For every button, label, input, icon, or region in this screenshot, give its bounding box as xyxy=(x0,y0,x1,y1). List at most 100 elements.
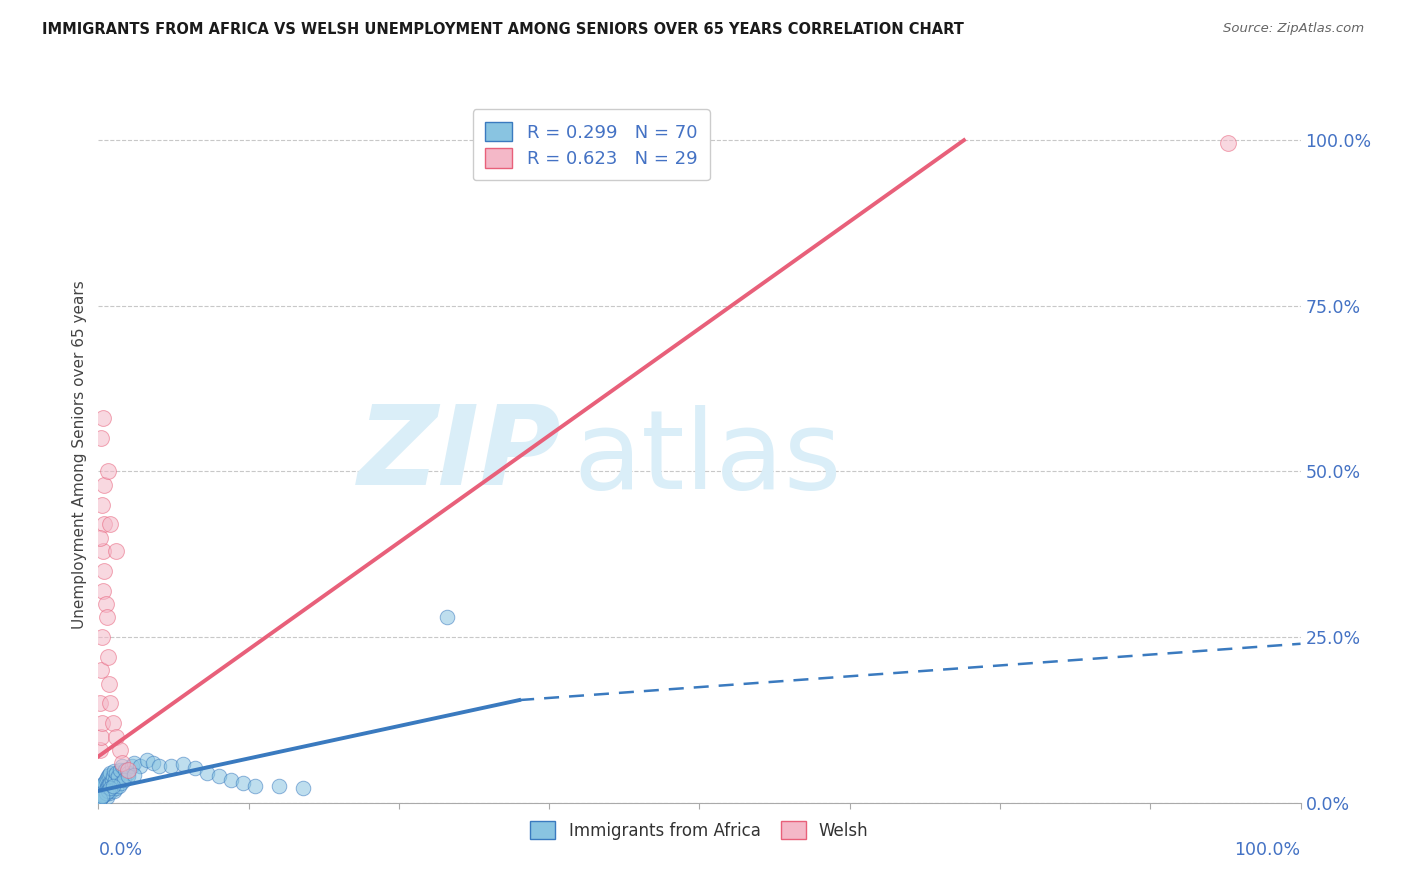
Text: 100.0%: 100.0% xyxy=(1234,841,1301,859)
Point xyxy=(141,756,163,770)
Point xyxy=(105,544,128,558)
Point xyxy=(159,759,181,773)
Point xyxy=(89,792,111,806)
Text: IMMIGRANTS FROM AFRICA VS WELSH UNEMPLOYMENT AMONG SENIORS OVER 65 YEARS CORRELA: IMMIGRANTS FROM AFRICA VS WELSH UNEMPLOY… xyxy=(42,22,965,37)
Point xyxy=(232,776,254,790)
Point xyxy=(93,788,115,802)
Point xyxy=(117,766,139,780)
Point xyxy=(93,784,115,798)
Point xyxy=(101,769,124,783)
Point xyxy=(124,768,146,782)
Point xyxy=(96,781,118,796)
Text: ZIP: ZIP xyxy=(357,401,561,508)
Point xyxy=(91,782,114,797)
Point xyxy=(105,766,128,780)
Point xyxy=(91,498,114,512)
Point xyxy=(91,716,114,731)
Point xyxy=(91,777,114,791)
Point xyxy=(96,610,118,624)
Point xyxy=(91,788,114,802)
Point xyxy=(93,477,115,491)
Text: atlas: atlas xyxy=(574,405,842,512)
Point xyxy=(267,779,290,793)
Point xyxy=(105,781,128,796)
Point xyxy=(93,517,115,532)
Y-axis label: Unemployment Among Seniors over 65 years: Unemployment Among Seniors over 65 years xyxy=(72,281,87,629)
Point xyxy=(104,772,127,787)
Legend: Immigrants from Africa, Welsh: Immigrants from Africa, Welsh xyxy=(524,814,875,847)
Point xyxy=(219,772,242,787)
Point xyxy=(98,676,121,690)
Point xyxy=(111,756,134,770)
Point xyxy=(91,411,114,425)
Point xyxy=(94,782,117,797)
Point xyxy=(100,782,122,797)
Point xyxy=(97,779,120,793)
Point xyxy=(117,763,139,777)
Point xyxy=(94,597,117,611)
Point xyxy=(97,650,120,665)
Point xyxy=(148,759,170,773)
Point xyxy=(436,610,458,624)
Point xyxy=(101,716,124,731)
Point xyxy=(291,781,314,796)
Point xyxy=(91,788,114,802)
Point xyxy=(98,777,121,791)
Point xyxy=(94,786,117,800)
Point xyxy=(91,630,114,644)
Point xyxy=(105,730,128,744)
Point xyxy=(96,790,118,805)
Point xyxy=(97,769,120,783)
Point xyxy=(108,763,131,777)
Point xyxy=(108,779,131,793)
Point xyxy=(100,766,122,780)
Point xyxy=(117,769,139,783)
Point xyxy=(172,757,194,772)
Point xyxy=(91,786,114,800)
Point xyxy=(90,790,112,805)
Point xyxy=(103,784,125,798)
Point xyxy=(98,786,121,800)
Point xyxy=(100,772,122,787)
Point xyxy=(89,786,111,800)
Point xyxy=(93,564,115,578)
Point xyxy=(91,544,114,558)
Point xyxy=(121,759,143,773)
Point xyxy=(94,772,117,787)
Point xyxy=(208,769,231,783)
Point xyxy=(89,792,111,806)
Point xyxy=(89,531,111,545)
Point xyxy=(135,753,157,767)
Point xyxy=(112,772,135,787)
Point xyxy=(91,789,114,804)
Point xyxy=(89,743,111,757)
Point xyxy=(97,784,120,798)
Point xyxy=(90,431,112,445)
Point xyxy=(108,743,131,757)
Text: Source: ZipAtlas.com: Source: ZipAtlas.com xyxy=(1223,22,1364,36)
Point xyxy=(1218,136,1240,151)
Point xyxy=(111,759,134,773)
Point xyxy=(90,781,112,796)
Point xyxy=(103,764,125,778)
Point xyxy=(97,465,120,479)
Point xyxy=(183,761,205,775)
Point xyxy=(90,663,112,677)
Point xyxy=(101,779,124,793)
Point xyxy=(90,730,112,744)
Point xyxy=(129,759,152,773)
Point xyxy=(90,789,112,804)
Point xyxy=(90,784,112,798)
Point xyxy=(96,771,118,785)
Point xyxy=(114,763,136,777)
Text: 0.0%: 0.0% xyxy=(98,841,142,859)
Point xyxy=(107,769,129,783)
Point xyxy=(89,790,111,805)
Point xyxy=(91,789,114,804)
Point xyxy=(98,768,121,782)
Point xyxy=(89,697,111,711)
Point xyxy=(91,583,114,598)
Point xyxy=(100,781,122,796)
Point xyxy=(100,517,122,532)
Point xyxy=(195,766,218,780)
